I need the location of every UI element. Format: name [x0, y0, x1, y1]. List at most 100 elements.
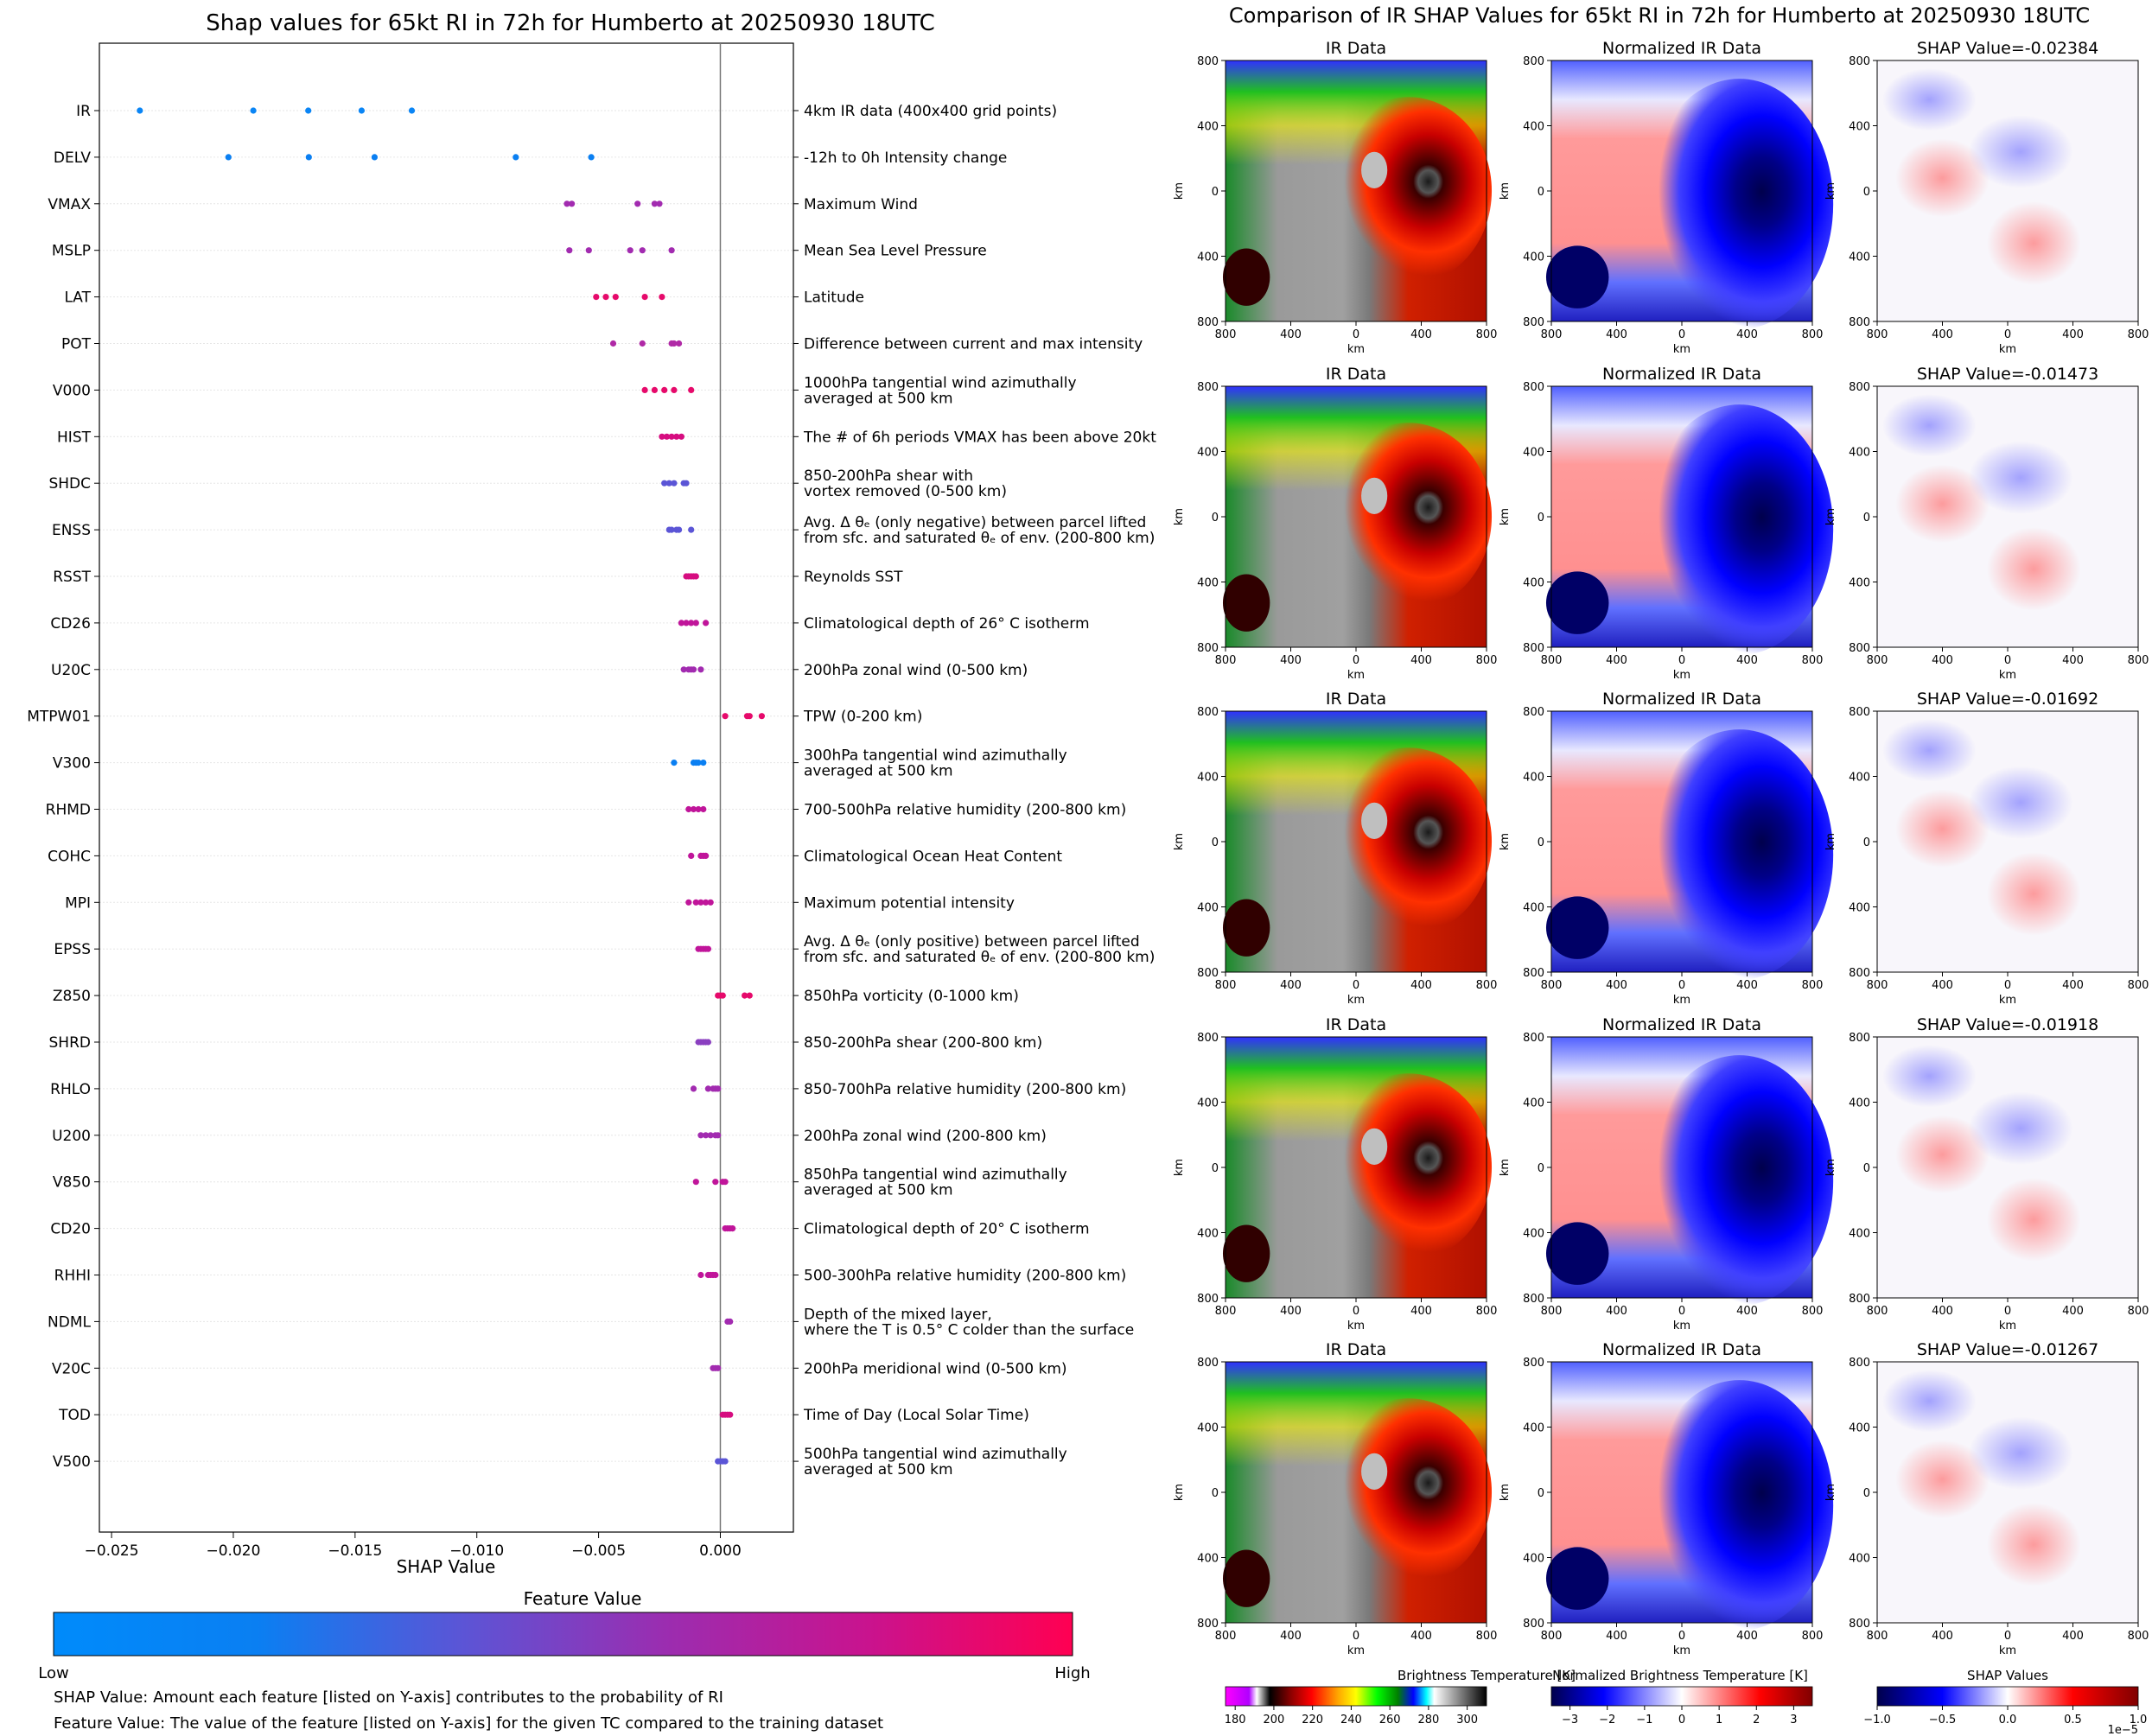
panel-ylabel: km [1824, 1484, 1837, 1501]
shap-positive-area [1895, 464, 1990, 544]
panel-xlabel: km [1999, 1319, 2016, 1332]
panel-xtick-label: 800 [1476, 1305, 1498, 1318]
ir-storm-core [1324, 423, 1493, 611]
point-mslp-1 [585, 247, 592, 254]
point-mtpw01-3 [758, 713, 766, 720]
panel-xlabel: km [1999, 1644, 2016, 1657]
shap-negative-area [1968, 1091, 2073, 1165]
point-rhmd-0 [685, 805, 692, 813]
point-enss-1 [668, 526, 675, 533]
point-mtpw01-0 [722, 713, 729, 720]
cbar-tick-label: 260 [1379, 1714, 1401, 1726]
normalized-secondary [1545, 896, 1609, 959]
cbar-tick-label: 220 [1302, 1714, 1323, 1726]
panel-xlabel: km [1347, 994, 1365, 1007]
point-vmax-4 [656, 200, 663, 207]
shap-negative-area-2 [1882, 68, 1977, 131]
point-lat-2 [612, 294, 619, 301]
cbar-tick-label: 2 [1753, 1714, 1760, 1726]
feature-labels: IR DELV VMAX MSLP LAT POT V000 HIST SHDC ENSS RSST… [27, 103, 799, 1471]
feature-label-shrd: SHRD [49, 1034, 91, 1052]
panel-xtick-label: 400 [2062, 654, 2084, 667]
panel-xtick-label: 800 [1867, 1305, 1888, 1318]
shap-positive-area [1895, 1440, 1990, 1519]
feature-label-u20c: U20C [51, 662, 91, 679]
panel-xtick-label: 400 [1736, 654, 1758, 667]
feature-desc-v500: 500hPa tangential wind azimuthally averag… [804, 1446, 1067, 1478]
panel-xlabel: km [1999, 994, 2016, 1007]
feature-colorbar-title: Feature Value [524, 1588, 642, 1609]
panel-xlabel: km [1673, 1319, 1690, 1332]
panel-ytick-label: 0 [1538, 1487, 1544, 1500]
panel-xtick-label: 400 [1280, 1630, 1302, 1643]
cbar-tick-label: 180 [1225, 1714, 1246, 1726]
panel-ytick-label: 400 [1849, 1422, 1870, 1435]
panel-xtick-label: 400 [1736, 1630, 1758, 1643]
panel-xtick-label: 400 [1932, 654, 1953, 667]
panel-title: IR Data [1326, 39, 1386, 58]
panel-xlabel: km [1673, 669, 1690, 682]
point-mslp-2 [627, 247, 634, 254]
feature-desc-mpi: Maximum potential intensity [804, 894, 1015, 912]
point-mpi-2 [697, 899, 704, 906]
feature-label-rhmd: RHMD [46, 802, 91, 819]
panel-ytick-label: 800 [1197, 1293, 1219, 1306]
cbar-tick-label: 1.0 [2130, 1714, 2148, 1726]
point-hist-2 [668, 433, 675, 440]
point-vmax-3 [651, 200, 659, 207]
feature-desc-v000: 1000hPa tangential wind azimuthally avera… [804, 374, 1077, 407]
point-z850-4 [746, 992, 753, 999]
panel-ytick-label: 400 [1523, 772, 1544, 785]
colorbar-high-label: High [1054, 1664, 1090, 1682]
panel-ytick-label: 800 [1849, 1032, 1870, 1045]
panel-ytick-label: 400 [1849, 1228, 1870, 1241]
panel-ytick-label: 800 [1523, 1618, 1544, 1631]
cbar-tick-label: 0.0 [1999, 1714, 2017, 1726]
panel-ytick-label: 400 [1849, 251, 1870, 264]
panel-ytick-label: 800 [1849, 706, 1870, 719]
panel-r4-c2: Normalized IR Data8008004004000040040080… [1499, 1015, 1834, 1332]
point-mpi-3 [703, 899, 710, 906]
point-mslp-4 [668, 247, 675, 254]
panel-ylabel: km [1824, 833, 1837, 850]
panel-ytick-label: 0 [1863, 1487, 1870, 1500]
panel-ytick-label: 400 [1849, 577, 1870, 590]
point-cd26-4 [703, 620, 710, 626]
panel-xtick-label: 800 [1867, 654, 1888, 667]
panel-ytick-label: 800 [1523, 1357, 1544, 1370]
panel-xlabel: km [1347, 669, 1365, 682]
panel-xtick-label: 400 [1606, 979, 1627, 992]
normalized-storm [1645, 79, 1834, 330]
panel-xtick-label: 800 [2128, 1305, 2149, 1318]
panel-xtick-label: 400 [1606, 1630, 1627, 1643]
point-delv-1 [305, 154, 312, 161]
panel-xtick-label: 800 [1802, 979, 1824, 992]
panel-xlabel: km [1347, 1644, 1365, 1657]
shap-negative-area-2 [1882, 394, 1977, 457]
panel-ytick-label: 800 [1849, 1357, 1870, 1370]
feature-desc-mslp: Mean Sea Level Pressure [804, 243, 987, 260]
panel-ytick-label: 400 [1523, 121, 1544, 134]
panel-xtick-label: 0 [1678, 328, 1685, 341]
panel-xtick-label: 800 [1867, 1630, 1888, 1643]
panel-xtick-label: 400 [1280, 979, 1302, 992]
cbar-tick-label: 280 [1417, 1714, 1439, 1726]
feature-desc-mtpw01: TPW (0-200 km) [803, 709, 922, 726]
feature-desc-vmax: Maximum Wind [804, 196, 918, 213]
panel-ylabel: km [1824, 508, 1837, 525]
panel-ylabel: km [1499, 1159, 1512, 1176]
feature-desc-v850: 850hPa tangential wind azimuthally averag… [804, 1167, 1067, 1199]
point-lat-4 [659, 294, 665, 301]
panel-ytick-label: 0 [1212, 512, 1219, 525]
panel-title: IR Data [1326, 365, 1386, 384]
panel-ytick-label: 400 [1849, 1553, 1870, 1566]
panel-xtick-label: 800 [1215, 1630, 1237, 1643]
feature-label-enss: ENSS [52, 522, 91, 539]
point-v000-0 [641, 386, 648, 393]
shap-negative-area-2 [1882, 719, 1977, 782]
point-cohc-3 [703, 852, 710, 860]
point-pot-1 [639, 340, 646, 347]
panel-xtick-label: 0 [2004, 979, 2011, 992]
feature-desc-u20c: 200hPa zonal wind (0-500 km) [804, 662, 1028, 679]
normalized-storm [1645, 1055, 1834, 1307]
